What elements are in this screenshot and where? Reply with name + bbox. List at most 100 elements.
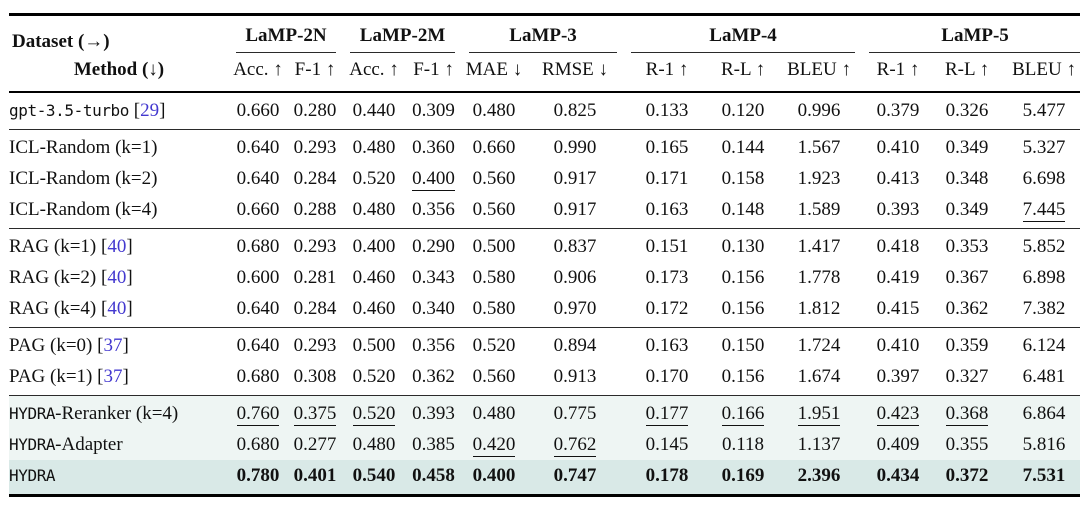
metric-value: 0.309: [412, 99, 455, 121]
metric-value: 0.825: [553, 99, 597, 121]
col-4-bleu: BLEU ↑: [787, 58, 851, 80]
metric-value: 0.413: [876, 167, 920, 189]
metric-value: 0.480: [352, 198, 396, 220]
metric-value: 0.281: [293, 266, 337, 288]
metric-value: 0.284: [293, 167, 337, 189]
value-cell: 0.150: [710, 327, 776, 361]
metric-value: 0.158: [721, 167, 765, 189]
value-cell: 0.171: [624, 163, 710, 194]
metric-value: 1.923: [797, 167, 841, 189]
metric-value: 0.480: [472, 99, 516, 121]
table-row: HYDRA-Reranker (k=4) 0.760 0.375 0.520 0.393…: [9, 395, 1080, 430]
group-lamp-5: LaMP-5: [862, 15, 1080, 53]
metric-value: 0.145: [645, 433, 689, 455]
metric-value: 0.284: [293, 297, 337, 319]
group-label: LaMP-2M: [359, 25, 446, 46]
metric-value: 0.500: [352, 334, 396, 356]
value-cell: 1.951: [776, 395, 862, 429]
metric-value: 0.760: [236, 402, 280, 426]
value-cell: 1.589: [776, 194, 862, 228]
table-row: PAG (k=1) [37] 0.680 0.308 0.520 0.362 0.560 0…: [9, 361, 1080, 395]
metric-value: 0.130: [721, 235, 765, 257]
citation-brackets: [37]: [92, 334, 129, 356]
cmidrule: [236, 51, 337, 53]
value-cell: 0.401: [287, 460, 343, 495]
value-cell: 0.780: [229, 460, 287, 495]
metric-value: 0.308: [293, 365, 337, 387]
metric-value: 0.640: [236, 297, 280, 319]
metric-value: 0.379: [876, 99, 920, 121]
method-name: PAG (k=0): [9, 334, 93, 356]
value-cell: 0.917: [526, 163, 624, 194]
value-cell: 0.520: [343, 361, 405, 395]
metric-value: 0.340: [412, 297, 455, 319]
metric-value: 0.293: [293, 235, 337, 257]
metric-value: 0.520: [472, 334, 516, 356]
value-cell: 0.480: [343, 129, 405, 163]
metric-value: 0.280: [293, 99, 337, 121]
value-cell: 0.165: [624, 129, 710, 163]
metric-value: 0.393: [412, 402, 455, 424]
value-cell: 0.133: [624, 92, 710, 130]
method-cell: gpt-3.5-turbo [29]: [9, 92, 229, 130]
table-row: ICL-Random (k=1) 0.640 0.293 0.480 0.360 0.66…: [9, 129, 1080, 163]
citation-link[interactable]: 40: [107, 235, 127, 257]
group-label: LaMP-2N: [245, 25, 327, 46]
col-2n-acc: Acc. ↑: [233, 58, 283, 80]
value-cell: 1.674: [776, 361, 862, 395]
metric-value: 0.375: [293, 402, 337, 426]
citation-link[interactable]: 40: [107, 266, 127, 288]
value-cell: 6.698: [1000, 163, 1080, 194]
method-name-mono: gpt-3.5-turbo: [9, 100, 130, 120]
col-4-r1: R-1 ↑: [645, 58, 689, 80]
method-name: RAG (k=4): [9, 297, 97, 319]
value-cell: 0.356: [405, 194, 462, 228]
metric-value: 0.372: [945, 464, 989, 486]
value-cell: 0.837: [526, 228, 624, 262]
citation-link[interactable]: 37: [103, 334, 123, 356]
metric-value: 0.362: [412, 365, 455, 387]
citation-link[interactable]: 40: [107, 297, 127, 319]
group-label: LaMP-3: [509, 25, 577, 46]
table-section: HYDRA-Reranker (k=4) 0.760 0.375 0.520 0.393…: [9, 395, 1080, 496]
value-cell: 0.156: [710, 361, 776, 395]
value-cell: 0.400: [343, 228, 405, 262]
value-cell: 0.600: [229, 262, 287, 293]
metric-value: 0.996: [797, 99, 841, 121]
table-section: gpt-3.5-turbo [29] 0.660 0.280 0.440 0.309 0.…: [9, 92, 1080, 130]
value-cell: 0.343: [405, 262, 462, 293]
value-cell: 0.293: [287, 327, 343, 361]
col-3-rmse: RMSE ↓: [542, 58, 609, 80]
citation-link[interactable]: 37: [103, 365, 123, 387]
value-cell: 0.308: [287, 361, 343, 395]
metric-value: 0.480: [352, 433, 396, 455]
metric-value: 0.163: [645, 334, 689, 356]
table-section: ICL-Random (k=1) 0.640 0.293 0.480 0.360 0.66…: [9, 129, 1080, 228]
metric-value: 0.156: [721, 266, 765, 288]
metric-value: 0.894: [553, 334, 597, 356]
value-cell: 0.747: [526, 460, 624, 495]
method-cell: PAG (k=1) [37]: [9, 361, 229, 395]
value-cell: 0.640: [229, 163, 287, 194]
value-cell: 0.970: [526, 293, 624, 327]
metric-value: 0.362: [945, 297, 989, 319]
value-cell: 0.640: [229, 129, 287, 163]
citation-brackets: [40]: [96, 297, 133, 319]
metric-value: 0.762: [553, 433, 597, 457]
value-cell: 0.660: [229, 194, 287, 228]
metric-value: 0.640: [236, 167, 280, 189]
metric-value: 0.360: [412, 136, 455, 158]
metric-value: 1.951: [797, 402, 841, 426]
metric-value: 0.458: [412, 464, 455, 486]
metric-value: 0.359: [945, 334, 989, 356]
value-cell: 0.410: [862, 129, 934, 163]
metric-value: 0.169: [721, 464, 765, 486]
citation-link[interactable]: 29: [140, 99, 160, 121]
method-cell: ICL-Random (k=2): [9, 163, 229, 194]
value-cell: 0.156: [710, 293, 776, 327]
value-cell: 0.460: [343, 262, 405, 293]
value-cell: 0.293: [287, 129, 343, 163]
metric-value: 0.150: [721, 334, 765, 356]
value-cell: 0.367: [934, 262, 1000, 293]
